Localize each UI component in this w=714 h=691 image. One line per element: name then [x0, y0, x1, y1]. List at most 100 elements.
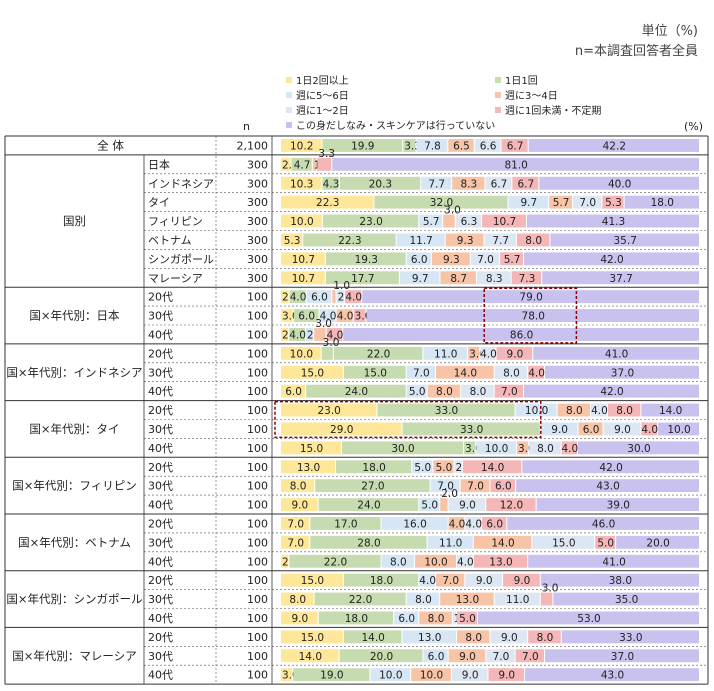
bar-value-label: 86.0	[510, 329, 533, 341]
bar-segment	[529, 441, 561, 455]
n-value: 100	[247, 366, 268, 379]
bar-value-label: 10.0	[667, 424, 690, 436]
bar-value-label: 13.0	[418, 632, 441, 644]
bar-segment	[312, 157, 317, 171]
bar-segment	[452, 611, 456, 625]
bar-value-label: 15.0	[301, 632, 324, 644]
bar-segment	[281, 157, 291, 171]
bar-segment	[310, 517, 381, 530]
bar-segment	[515, 649, 544, 663]
bar-segment	[281, 554, 289, 568]
bar-value-label: 4.0	[457, 556, 474, 568]
row-label: マレーシア	[148, 272, 203, 285]
bar-segment	[641, 403, 699, 417]
bar-value-label: 7.0	[287, 537, 304, 549]
n-value: 300	[247, 253, 268, 266]
bar-segment	[448, 498, 486, 511]
legend-label: 週に1回未満・不定期	[505, 106, 602, 117]
bar-value-label: 42.0	[600, 386, 623, 398]
n-value: 100	[247, 461, 268, 474]
bar-segment	[318, 611, 394, 625]
bar-segment	[456, 630, 490, 644]
bar-value-label: 10.0	[290, 216, 313, 228]
bar-segment	[415, 554, 456, 568]
bar-value-label: 37.0	[611, 651, 634, 663]
bar-segment	[343, 630, 402, 644]
bar-value-label: 4.0	[465, 518, 482, 530]
bar-value-label: 18.0	[362, 462, 385, 474]
group-label: 国×年代別：マレーシア	[12, 649, 136, 663]
row-label: インドネシア	[148, 177, 214, 190]
bar-value-label: 9.0	[614, 424, 631, 436]
bar-value-label: 15.0	[300, 443, 323, 455]
bar-segment	[366, 309, 699, 322]
bar-value-label: 10.0	[379, 670, 402, 682]
bar-value-label: 23.0	[317, 405, 340, 417]
bar-segment	[411, 668, 451, 682]
n-value: 300	[247, 158, 268, 171]
bar-value-label: 7.0	[501, 386, 518, 398]
n-value: 300	[247, 177, 268, 190]
bar-segment	[281, 517, 310, 530]
bar-segment	[624, 195, 699, 209]
bar-value-label: 35.7	[614, 235, 637, 247]
bar-value-label: 43.0	[596, 481, 619, 493]
bar-segment	[281, 649, 339, 663]
n-value: 100	[247, 517, 268, 530]
bar-value-label: 19.3	[355, 254, 378, 266]
bar-segment	[460, 479, 490, 493]
bar-segment	[281, 384, 306, 398]
bar-segment	[496, 346, 533, 360]
row-label: 日本	[148, 157, 170, 171]
bar-segment	[336, 309, 353, 322]
bar-value-label: 20.0	[646, 537, 669, 549]
row-label: 20代	[148, 347, 173, 360]
bar-value-label: 4.0	[320, 311, 337, 323]
bar-value-label: 7.0	[477, 254, 494, 266]
row-label: 30代	[148, 366, 173, 379]
bar-value-label: 8.0	[537, 443, 554, 455]
bar-value-label: 6.5	[453, 140, 470, 152]
bar-value-label: 9.0	[476, 575, 493, 587]
bar-value-label: 7.0	[522, 651, 539, 663]
bar-value-label: 15.0	[552, 537, 575, 549]
bar-value-label: 6.0	[285, 386, 302, 398]
bar-segment	[641, 422, 658, 436]
bar-segment	[281, 139, 322, 152]
bar-segment	[289, 290, 306, 304]
n-value: 100	[247, 631, 268, 644]
bar-segment	[406, 365, 436, 379]
bar-value-label: 5.7	[504, 254, 521, 266]
bar-segment	[524, 384, 699, 398]
bar-value-label: 33.0	[460, 424, 483, 436]
bar-value-label: 14.0	[491, 537, 514, 549]
bar-segment	[516, 233, 550, 247]
bar-segment	[332, 290, 336, 304]
row-label: 40代	[148, 669, 173, 682]
bar-value-label: 4.0	[591, 405, 608, 417]
bar-value-label: 43.0	[601, 670, 624, 682]
bar-segment	[370, 668, 411, 682]
bar-segment	[542, 271, 699, 285]
bar-value-label: 42.0	[599, 462, 622, 474]
bar-segment	[540, 592, 553, 606]
bar-value-label: 10.7	[493, 216, 516, 228]
group-label: 国×年代別：タイ	[29, 422, 119, 436]
group-label: 国×年代別：シンガポール	[6, 592, 142, 606]
bar-segment	[394, 611, 419, 625]
bar-segment	[325, 271, 399, 285]
bar-segment	[522, 460, 699, 474]
bar-segment	[343, 365, 406, 379]
bar-segment	[281, 214, 322, 228]
bar-value-label: 9.0	[551, 424, 568, 436]
bar-segment	[539, 176, 699, 190]
bar-value-label: 19.9	[351, 140, 374, 152]
bar-value-label: 22.3	[316, 197, 339, 209]
n-value: 300	[247, 215, 268, 228]
bar-segment	[461, 384, 494, 398]
bar-segment	[430, 479, 460, 493]
row-label: 20代	[148, 291, 173, 304]
bar-value-label: 22.0	[349, 594, 372, 606]
n-value: 100	[247, 310, 268, 323]
sample-note: n=本調査回答者全員	[574, 44, 698, 59]
